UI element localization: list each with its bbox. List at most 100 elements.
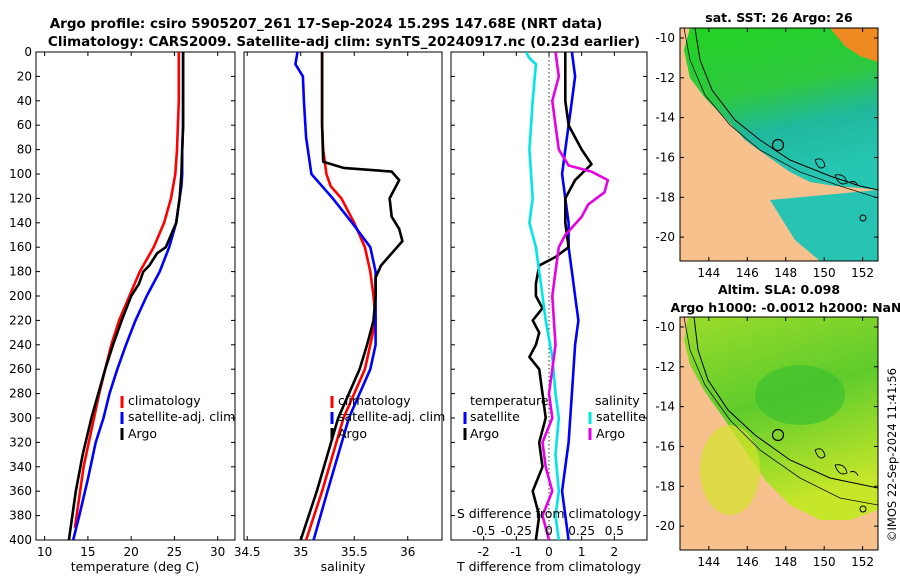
sst-reef-marker [859, 214, 867, 222]
y-tick-label: 180 [9, 265, 32, 279]
sst-map-title: sat. SST: 26 Argo: 26 [705, 10, 853, 25]
difference-panel: -2 -1 0 1 2 S difference from climatology -0… [450, 51, 648, 574]
legend-label-sal-argo: Argo [596, 426, 625, 441]
temperature-axes-frame [35, 51, 236, 541]
sst-map-x-axis: 144 146 148 150 152 [697, 28, 874, 280]
sst-map-frame [679, 27, 879, 262]
sst-argo-marker [771, 138, 785, 152]
legend-label-argo: Argo [128, 426, 157, 441]
x-tick-label: 35.5 [341, 545, 368, 559]
y-tick-label: 100 [9, 167, 32, 181]
map-y-tick-label: -20 [655, 230, 675, 244]
y-tick-label: 260 [9, 362, 32, 376]
y-tick-label: 240 [9, 338, 32, 352]
sst-map: sat. SST: 26 Argo: 26 -10 -12 -14 -16 -18 -20… [655, 10, 879, 280]
x-tick-label: 0 [545, 545, 553, 559]
y-tick-label: 400 [9, 533, 32, 547]
sla-low-anomaly [700, 425, 760, 515]
legend-label-argo: Argo [338, 426, 367, 441]
temperature-lines [67, 52, 185, 540]
map-x-tick-label: 150 [813, 555, 836, 569]
series-line-argo [67, 52, 185, 540]
salinity-difference-axis-label: S difference from climatology [457, 506, 642, 521]
figure-title-line2: Climatology: CARS2009. Satellite-adj cli… [48, 34, 640, 50]
sst-coastline [683, 28, 878, 199]
x-tick-label: -1 [510, 545, 522, 559]
x-tick-label: 36 [400, 545, 415, 559]
salinity-x-axis: 34.5 35 35.5 36 [234, 52, 415, 559]
map-y-tick-label: -20 [655, 519, 675, 533]
series-line-satellite-adj-clim [294, 52, 377, 540]
temperature-y-axis: 0 20 40 60 80 100 120 140 160 180 200 220 240 260 280 3… [9, 45, 235, 547]
difference-legend-salinity: salinity satellite Argo [588, 393, 646, 441]
legend-label-climatology: climatology [128, 393, 201, 408]
temperature-x-axis: 10 15 20 25 30 [37, 52, 225, 559]
x-tick-label: -2 [478, 545, 490, 559]
y-tick-label: 220 [9, 313, 32, 327]
x-tick-label: 34.5 [234, 545, 261, 559]
temperature-legend: climatology satellite-adj. clim Argo [120, 393, 235, 441]
sla-map-x-axis: 144 146 148 150 152 [697, 317, 874, 569]
x-tick-label: 2 [611, 545, 619, 559]
s-tick-label: 0 [545, 524, 553, 538]
difference-legend-temperature: temperature satellite Argo [463, 393, 549, 441]
map-y-tick-label: -16 [655, 150, 675, 164]
legend-label-sal-satellite: satellite [596, 409, 646, 424]
map-x-tick-label: 148 [774, 266, 797, 280]
map-x-tick-label: 144 [697, 266, 720, 280]
y-tick-label: 140 [9, 216, 32, 230]
sst-map-y-axis: -10 -12 -14 -16 -18 -20 [655, 31, 878, 244]
s-tick-label: -0.25 [501, 524, 532, 538]
difference-y-axis [451, 51, 647, 541]
sla-high-anomaly [755, 365, 845, 425]
y-tick-label: 60 [17, 118, 32, 132]
s-tick-label: -0.5 [472, 524, 495, 538]
x-tick-label: 35 [293, 545, 308, 559]
y-tick-label: 380 [9, 509, 32, 523]
map-x-tick-label: 152 [851, 555, 874, 569]
y-tick-label: 320 [9, 435, 32, 449]
difference-x-label: T difference from climatology [456, 559, 642, 574]
x-tick-label: 30 [210, 545, 225, 559]
series-line-argo [299, 52, 404, 540]
sla-map-frame [679, 316, 879, 551]
y-tick-label: 20 [17, 69, 32, 83]
sst-coastal-band [770, 190, 878, 261]
temperature-x-label: temperature (deg C) [71, 559, 200, 574]
sst-reef-outlines [814, 158, 859, 187]
map-x-tick-label: 144 [697, 555, 720, 569]
y-tick-label: 340 [9, 460, 32, 474]
sla-map-y-axis: -10 -12 -14 -16 -18 -20 [655, 320, 878, 533]
imos-timestamp: ©IMOS 22-Sep-2024 11:41:56 [885, 368, 899, 542]
legend-label-climatology: climatology [338, 393, 411, 408]
y-tick-label: 280 [9, 387, 32, 401]
salinity-x-label: salinity [321, 559, 366, 574]
x-tick-label: 25 [167, 545, 182, 559]
map-y-tick-label: -12 [655, 360, 675, 374]
y-tick-label: 160 [9, 240, 32, 254]
map-x-tick-label: 152 [851, 266, 874, 280]
sla-isobath [693, 317, 878, 489]
x-tick-label: 1 [578, 545, 586, 559]
salinity-legend: climatology satellite-adj. clim Argo [330, 393, 445, 441]
legend-label-temp-argo: Argo [470, 426, 499, 441]
map-y-tick-label: -10 [655, 31, 675, 45]
difference-lines [524, 52, 610, 540]
salinity-panel: 34.5 35 35.5 36 salinity climatology satell… [234, 51, 445, 574]
sla-reef-outlines [814, 448, 859, 477]
x-tick-label: 10 [37, 545, 52, 559]
sla-argo-marker [771, 428, 785, 442]
legend-label-satellite: satellite-adj. clim [128, 409, 235, 424]
y-tick-label: 120 [9, 191, 32, 205]
series-line-temperature-argo [528, 52, 593, 540]
y-tick-label: 360 [9, 484, 32, 498]
temperature-panel: 0 20 40 60 80 100 120 140 160 180 200 220 240 260 280 3… [9, 45, 236, 574]
series-line-salinity-satellite [524, 52, 561, 540]
map-x-tick-label: 146 [736, 266, 759, 280]
map-y-tick-label: -18 [655, 190, 675, 204]
sla-map: Altim. SLA: 0.098 Argo h1000: -0.0012 h2… [655, 282, 900, 569]
map-y-tick-label: -18 [655, 479, 675, 493]
map-y-tick-label: -14 [655, 400, 675, 414]
x-tick-label: 15 [80, 545, 95, 559]
